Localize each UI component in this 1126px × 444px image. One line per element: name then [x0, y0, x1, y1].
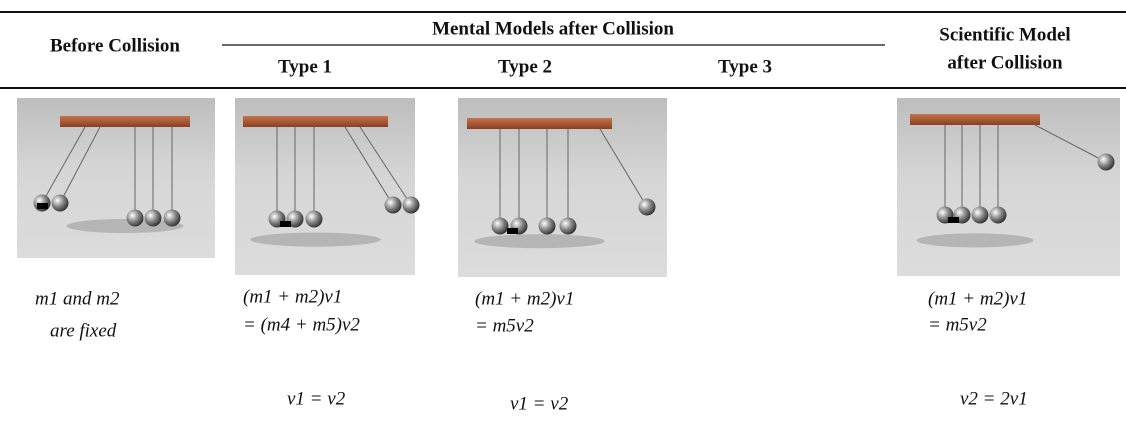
bar: [243, 116, 388, 127]
ball: [305, 210, 323, 228]
ball: [163, 209, 181, 227]
ball: [402, 196, 420, 214]
equation: (m1 + m2)v1: [928, 288, 1027, 309]
header-mental: Mental Models after Collision: [432, 18, 674, 39]
ball: [1097, 153, 1115, 171]
string: [344, 126, 394, 206]
header-type: Type 2: [498, 56, 552, 77]
bar: [910, 114, 1040, 125]
marker: [948, 217, 959, 223]
string: [41, 126, 86, 204]
shadow: [916, 233, 1034, 248]
ball: [491, 217, 509, 235]
string: [1034, 124, 1107, 163]
equation: v1 = v2: [510, 393, 569, 414]
header-scientific: Scientific Model: [939, 24, 1070, 45]
photo-bg: [897, 98, 1120, 276]
bar: [60, 116, 190, 127]
string: [599, 128, 648, 208]
header-type: Type 1: [278, 56, 332, 77]
string: [359, 126, 412, 206]
ball: [559, 217, 577, 235]
shadow: [250, 232, 381, 247]
ball: [126, 209, 144, 227]
equation: v1 = v2: [287, 388, 346, 409]
equation: are fixed: [50, 320, 117, 341]
header-scientific: after Collision: [947, 52, 1063, 73]
illustrations: [17, 98, 1120, 277]
header-type: Type 3: [718, 56, 772, 77]
equation: (m1 + m2)v1: [243, 286, 342, 307]
equation: = m5v2: [475, 315, 534, 336]
ball: [51, 194, 69, 212]
marker: [280, 221, 291, 227]
string: [59, 126, 101, 204]
ball: [638, 198, 656, 216]
shadow: [474, 234, 605, 249]
ball: [989, 206, 1007, 224]
equation: = (m4 + m5)v2: [243, 314, 360, 335]
header-before: Before Collision: [50, 35, 180, 56]
equation: v2 = 2v1: [960, 388, 1028, 409]
bar: [467, 118, 612, 129]
ball: [384, 196, 402, 214]
marker: [507, 228, 518, 234]
ball: [538, 217, 556, 235]
equation: m1 and m2: [35, 288, 120, 309]
ball: [971, 206, 989, 224]
ball: [144, 209, 162, 227]
marker: [37, 203, 48, 209]
equation: (m1 + m2)v1: [475, 288, 574, 309]
equation: = m5v2: [928, 314, 987, 335]
